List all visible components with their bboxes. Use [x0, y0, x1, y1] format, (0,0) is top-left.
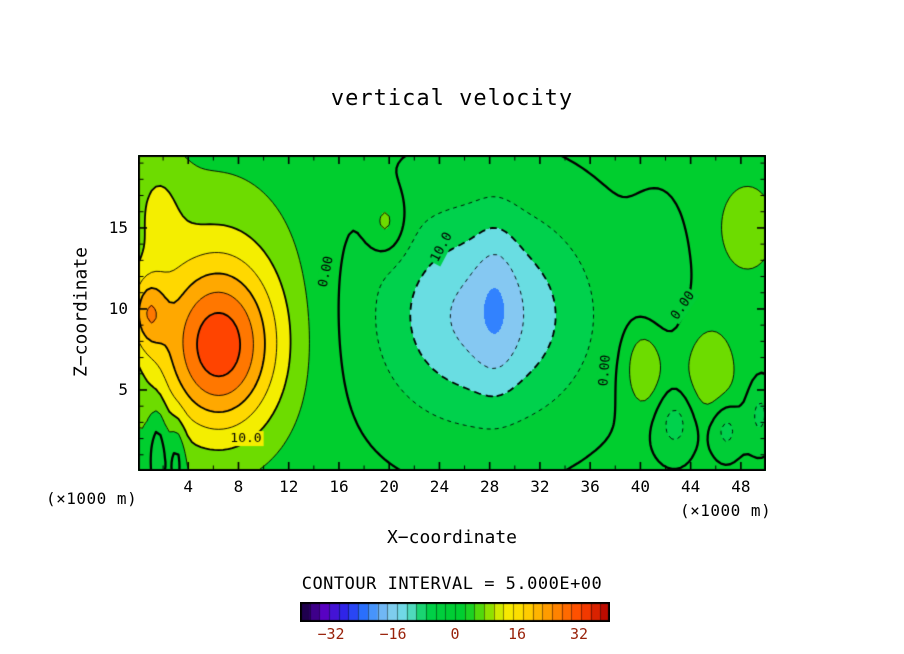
chart-title: vertical velocity [330, 86, 574, 111]
colorbar-tick-label: 32 [569, 625, 589, 643]
x-axis-unit-label: (×1000 m) [680, 501, 772, 520]
contour-plot-canvas [138, 155, 766, 471]
colorbar-tick-label: −16 [379, 625, 407, 643]
x-axis-tick-label: 20 [379, 477, 399, 496]
y-axis-tick-label: 5 [118, 379, 128, 399]
x-axis-tick-label: 36 [580, 477, 600, 496]
x-axis-tick-label: 48 [731, 477, 751, 496]
colorbar-canvas [300, 602, 610, 622]
x-axis-tick-label: 24 [429, 477, 450, 496]
x-axis-tick-label: 32 [530, 477, 550, 496]
y-axis-tick-label: 15 [108, 217, 128, 237]
colorbar-tick-label: −32 [317, 625, 345, 643]
plot-area [138, 155, 766, 471]
colorbar-tick-label: 0 [450, 625, 460, 643]
x-axis-tick-label: 8 [233, 477, 244, 496]
y-axis-tick-label: 10 [108, 298, 128, 318]
x-axis-tick-label: 16 [329, 477, 349, 496]
x-axis-tick-label: 40 [630, 477, 651, 496]
x-axis-tick-label: 4 [183, 477, 194, 496]
x-axis-tick-label: 12 [279, 477, 299, 496]
x-axis-title: X−coordinate [386, 527, 518, 548]
y-axis-title: Z−coordinate [70, 246, 92, 378]
x-axis-tick-label: 44 [680, 477, 701, 496]
x-axis-tick-label: 28 [480, 477, 500, 496]
colorbar-tick-label: 16 [507, 625, 527, 643]
y-axis-unit-label: (×1000 m) [46, 489, 138, 508]
colorbar [300, 602, 610, 622]
contour-interval-note: CONTOUR INTERVAL = 5.000E+00 [301, 574, 603, 594]
